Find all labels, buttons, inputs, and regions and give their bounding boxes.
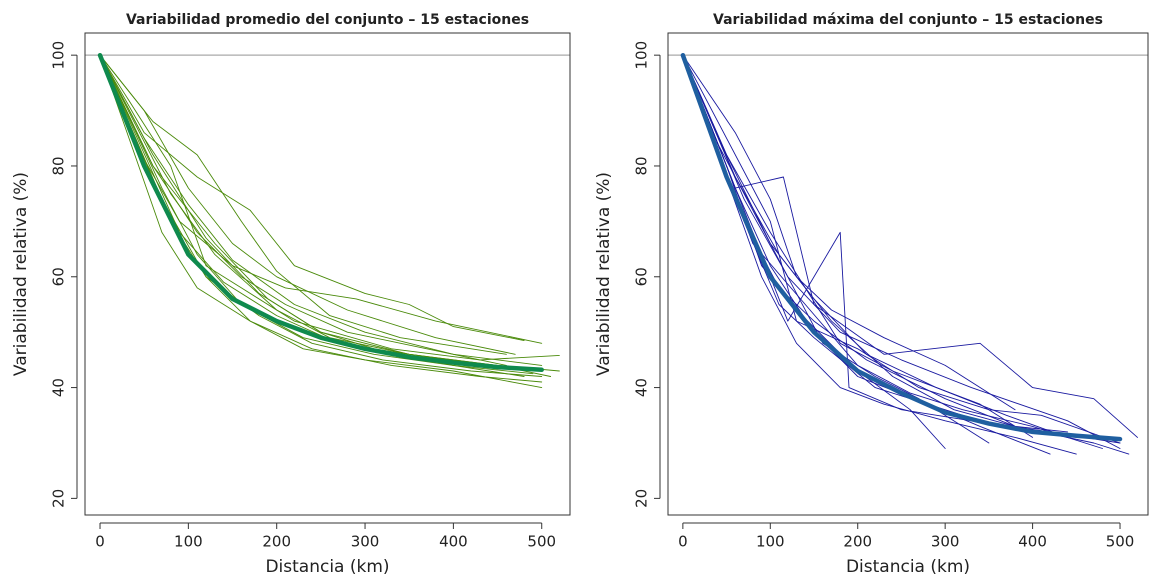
- chart-title: Variabilidad promedio del conjunto – 15 …: [126, 12, 529, 28]
- y-tick-label: 100: [50, 41, 68, 70]
- y-tick-label: 60: [50, 267, 68, 286]
- data-line: [682, 54, 1034, 438]
- y-axis-label: Variabilidad relativa (%): [11, 172, 31, 376]
- panel: Variabilidad máxima del conjunto – 15 es…: [594, 12, 1149, 577]
- data-line: [682, 54, 946, 449]
- x-tick-label: 100: [174, 533, 203, 551]
- y-tick-label: 40: [50, 378, 68, 397]
- x-tick-label: 400: [1018, 533, 1047, 551]
- plot-frame: [84, 32, 571, 516]
- data-line: [682, 54, 1069, 433]
- data-line: [99, 54, 516, 355]
- data-line: [682, 54, 1086, 438]
- y-tick-label: 20: [50, 489, 68, 508]
- data-line: [99, 54, 560, 361]
- data-line: [99, 54, 534, 375]
- data-line: [682, 54, 990, 444]
- x-tick-label: 300: [931, 533, 960, 551]
- data-line: [99, 54, 543, 366]
- y-tick-label: 40: [633, 378, 651, 397]
- plot-frame: [667, 32, 1149, 516]
- data-line: [97, 52, 544, 373]
- y-tick-label: 80: [633, 156, 651, 175]
- data-line: [682, 54, 1051, 455]
- x-tick-label: 100: [756, 533, 785, 551]
- x-tick-label: 200: [262, 533, 291, 551]
- x-axis-label: Distancia (km): [846, 557, 970, 577]
- panel: Variabilidad promedio del conjunto – 15 …: [11, 12, 571, 577]
- x-tick-label: 200: [843, 533, 872, 551]
- data-line: [682, 54, 1121, 444]
- data-line: [99, 54, 543, 389]
- x-tick-label: 500: [527, 533, 556, 551]
- data-line: [99, 54, 525, 341]
- x-tick-label: 500: [1106, 533, 1135, 551]
- data-line: [680, 52, 1123, 442]
- data-line: [682, 54, 1121, 444]
- y-tick-label: 100: [633, 41, 651, 70]
- x-tick-label: 0: [95, 533, 105, 551]
- data-line: [682, 54, 1121, 449]
- x-axis-label: Distancia (km): [265, 557, 389, 577]
- y-axis-label: Variabilidad relativa (%): [594, 172, 614, 376]
- x-tick-label: 0: [678, 533, 688, 551]
- x-tick-label: 300: [351, 533, 380, 551]
- data-line: [99, 54, 507, 355]
- data-line: [682, 54, 1069, 438]
- y-tick-label: 60: [633, 267, 651, 286]
- y-tick-label: 20: [633, 489, 651, 508]
- chart-title: Variabilidad máxima del conjunto – 15 es…: [713, 12, 1103, 28]
- data-line: [99, 54, 507, 366]
- x-tick-label: 400: [439, 533, 468, 551]
- data-line: [682, 54, 1016, 411]
- y-tick-label: 80: [50, 156, 68, 175]
- data-line: [682, 54, 1077, 455]
- data-line: [99, 54, 543, 344]
